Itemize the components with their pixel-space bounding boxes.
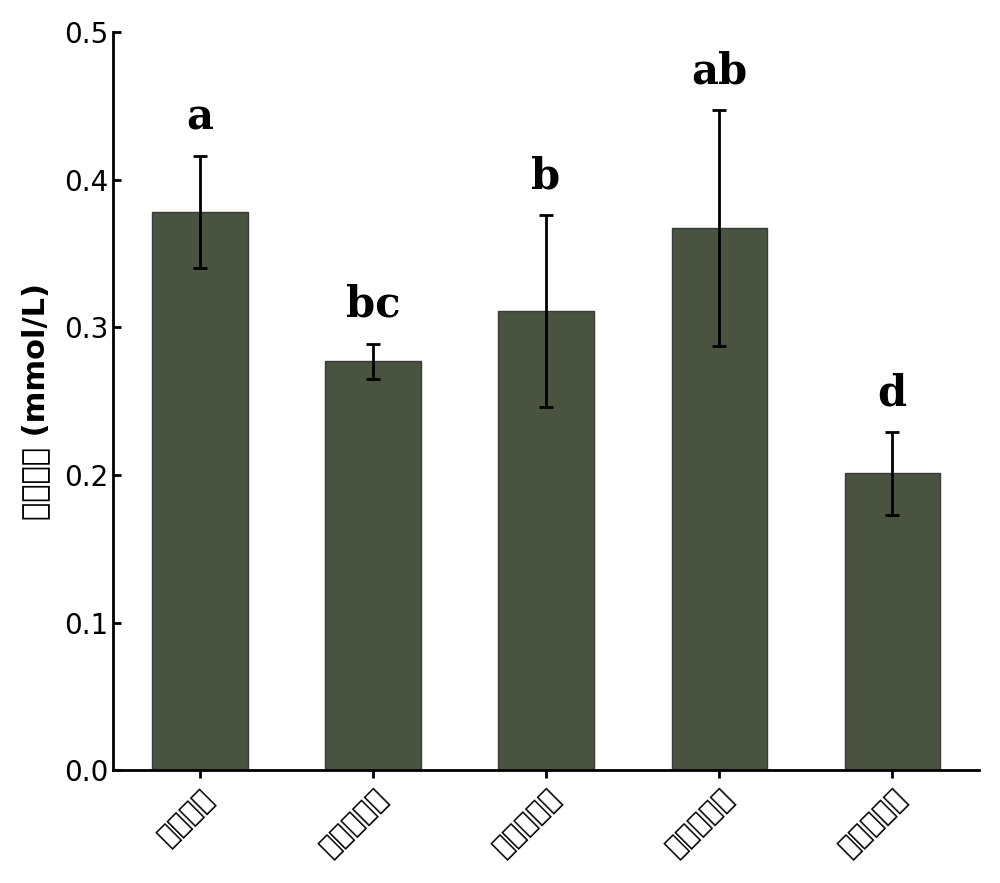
Text: d: d [878,373,907,414]
Text: a: a [186,96,213,138]
Text: bc: bc [346,283,400,326]
Bar [498,311,594,770]
Bar [672,229,767,770]
Bar [152,212,248,770]
Bar [325,361,421,770]
Y-axis label: 钓结合量 (mmol/L): 钓结合量 (mmol/L) [21,283,50,519]
Text: b: b [531,155,561,197]
Text: ab: ab [691,50,747,93]
Bar [845,473,940,770]
